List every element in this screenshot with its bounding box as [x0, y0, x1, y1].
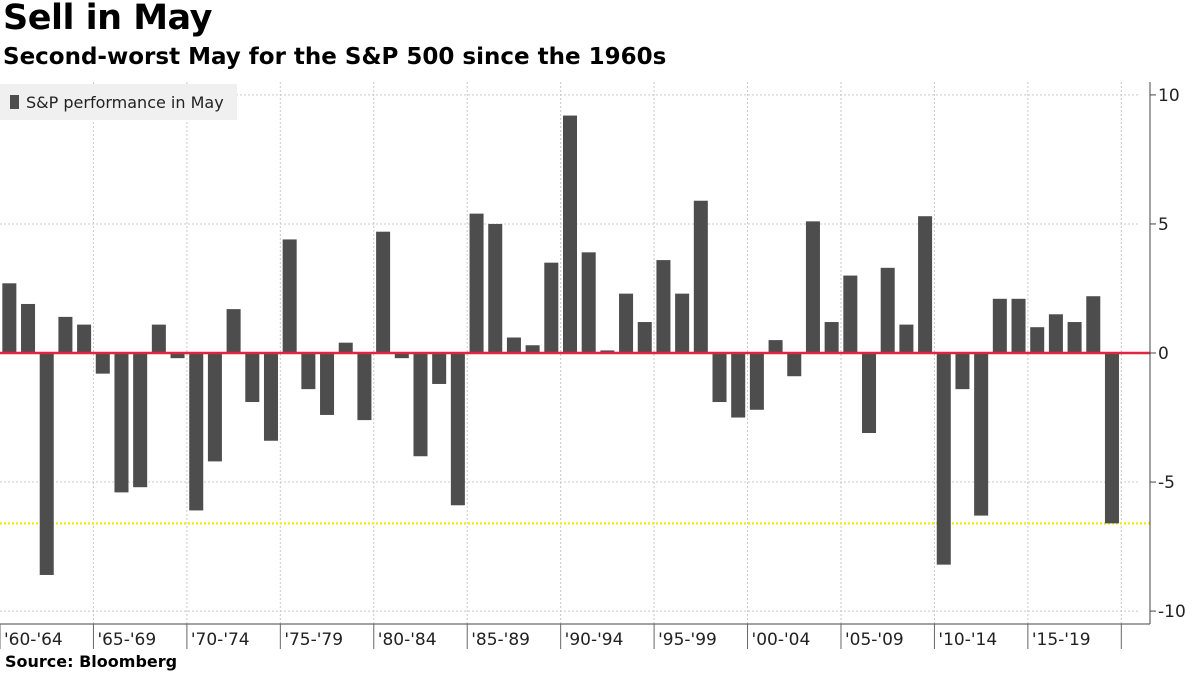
bar [1011, 298, 1026, 353]
legend-swatch [10, 95, 19, 109]
bar [619, 293, 634, 353]
bar [469, 213, 484, 353]
bar [712, 353, 727, 403]
bar [1086, 296, 1101, 353]
bar [133, 353, 148, 488]
x-tick-label: '75-'79 [284, 630, 343, 650]
x-tick-label: '00-'04 [752, 630, 811, 650]
bar [282, 239, 297, 353]
bar [581, 252, 596, 353]
bar [731, 353, 746, 418]
x-tick-label: '95-'99 [658, 630, 717, 650]
chart-title: Sell in May [3, 0, 212, 38]
y-tick-label: 5 [1158, 215, 1169, 235]
bar [357, 353, 372, 421]
x-tick-label: '85-'89 [471, 630, 530, 650]
bar [338, 342, 353, 353]
bar [600, 350, 615, 353]
x-tick-label: '10-'14 [938, 630, 997, 650]
bar [918, 216, 933, 353]
bar [525, 345, 540, 353]
bar [805, 221, 820, 353]
source-note: Source: Bloomberg [5, 652, 178, 671]
bar [301, 353, 316, 390]
bar [245, 353, 260, 403]
legend-background [0, 84, 237, 120]
x-tick-label: '65-'69 [97, 630, 156, 650]
bar [974, 353, 989, 516]
bar [693, 200, 708, 353]
bar [880, 267, 895, 353]
bar [506, 337, 521, 353]
bar [637, 322, 652, 353]
bar [544, 262, 559, 353]
bar [432, 353, 447, 384]
bar [114, 353, 129, 493]
bar [955, 353, 970, 390]
y-tick-label: 10 [1158, 86, 1180, 106]
bar [189, 353, 204, 511]
bar [170, 353, 185, 359]
y-tick-label: -5 [1158, 473, 1175, 493]
x-tick-label: '70-'74 [191, 630, 250, 650]
bar [992, 298, 1007, 353]
bar [77, 324, 92, 353]
legend-label: S&P performance in May [26, 93, 224, 112]
bar [1067, 322, 1082, 353]
bar [899, 324, 914, 353]
bars [2, 115, 1119, 575]
bar [226, 309, 241, 353]
legend: S&P performance in May [0, 84, 237, 120]
bar [207, 353, 222, 462]
bar [768, 340, 783, 353]
bar [562, 115, 578, 353]
bar [787, 353, 802, 377]
x-tick-label: '60-'64 [4, 630, 63, 650]
bar [394, 353, 409, 359]
bar [1048, 314, 1063, 353]
bar [656, 260, 671, 353]
bar [320, 353, 335, 415]
bar [21, 303, 36, 353]
bar [95, 353, 110, 374]
bar [488, 223, 503, 353]
x-tick-label: '05-'09 [845, 630, 904, 650]
bar [936, 353, 951, 565]
bar [413, 353, 428, 457]
bar [749, 353, 764, 410]
x-tick-label: '15-'19 [1032, 630, 1091, 650]
bar [2, 283, 17, 353]
bar [675, 293, 690, 353]
y-tick-label: 0 [1158, 344, 1169, 364]
bar [450, 353, 465, 506]
bar [1030, 327, 1045, 353]
bar [39, 353, 54, 575]
x-tick-label: '90-'94 [565, 630, 624, 650]
bar [824, 322, 839, 353]
chart-subtitle: Second-worst May for the S&P 500 since t… [3, 44, 667, 70]
bar [862, 353, 877, 434]
axes: 10 5 0 -5 -10 '60-'64 '65-'69 '70-'74 '75-'79 '80… [0, 82, 1186, 650]
bar [1104, 353, 1119, 524]
y-tick-label: -10 [1158, 602, 1186, 622]
bar [263, 353, 278, 441]
bar [58, 316, 73, 353]
x-tick-label: '80-'84 [378, 630, 437, 650]
bar [843, 275, 858, 353]
bar [151, 324, 166, 353]
bar [376, 231, 391, 353]
